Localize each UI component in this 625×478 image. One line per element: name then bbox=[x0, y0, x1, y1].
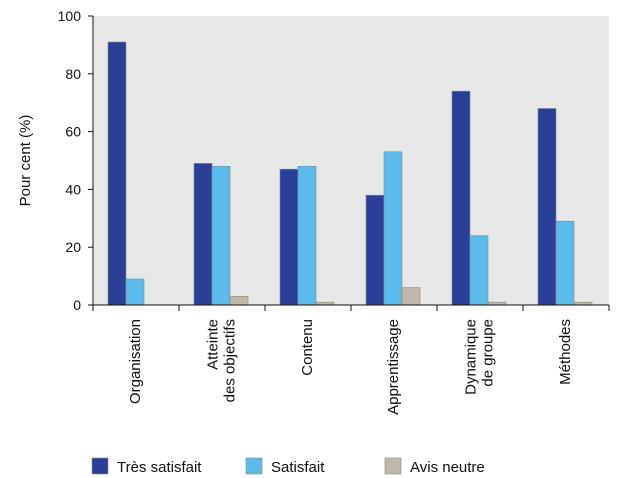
category-label: Dynamique bbox=[463, 319, 480, 395]
category-label: Contenu bbox=[299, 319, 316, 376]
bar-3-4 bbox=[401, 287, 421, 306]
y-tick-label: 40 bbox=[65, 181, 81, 197]
y-tick-label: 20 bbox=[65, 239, 81, 255]
category-label: de groupe bbox=[480, 319, 497, 387]
plot-area bbox=[93, 16, 609, 305]
bar-1-5 bbox=[451, 90, 471, 306]
legend-label-1: Très satisfait bbox=[117, 459, 202, 476]
category-label: Méthodes bbox=[557, 319, 574, 385]
y-tick-label: 0 bbox=[73, 297, 81, 313]
category-label: Apprentissage bbox=[385, 319, 402, 415]
legend-swatch-1 bbox=[91, 457, 109, 475]
legend-swatch-2 bbox=[245, 457, 263, 475]
y-tick-label: 80 bbox=[65, 66, 81, 82]
legend: Très satisfait Satisfait Avis neutre bbox=[91, 457, 485, 476]
y-tick-label: 100 bbox=[58, 8, 82, 24]
bar-2-5 bbox=[469, 235, 489, 306]
bar-1-4 bbox=[365, 194, 385, 306]
legend-label-2: Satisfait bbox=[271, 459, 325, 476]
category-label: des objectifs bbox=[222, 319, 239, 402]
y-axis-title: Pour cent (%) bbox=[17, 115, 34, 207]
bar-2-3 bbox=[297, 165, 317, 306]
category-label: Organisation bbox=[127, 319, 144, 404]
bars-group bbox=[107, 41, 593, 306]
bar-2-6 bbox=[555, 220, 575, 306]
bar-2-2 bbox=[211, 165, 231, 306]
bar-1-3 bbox=[279, 168, 299, 306]
bar-2-1 bbox=[125, 278, 145, 306]
bar-1-1 bbox=[107, 41, 127, 306]
bar-2-4 bbox=[383, 151, 403, 306]
bar-1-2 bbox=[193, 163, 213, 306]
legend-swatch-3 bbox=[384, 457, 402, 475]
category-label: Atteinte bbox=[205, 319, 222, 370]
legend-label-3: Avis neutre bbox=[410, 459, 485, 476]
bar-1-6 bbox=[537, 108, 557, 306]
y-tick-label: 60 bbox=[65, 124, 81, 140]
bar-3-2 bbox=[229, 296, 249, 306]
axes-group: 0 20 40 60 80 100 Organisation Atteinte des obje… bbox=[58, 8, 610, 415]
